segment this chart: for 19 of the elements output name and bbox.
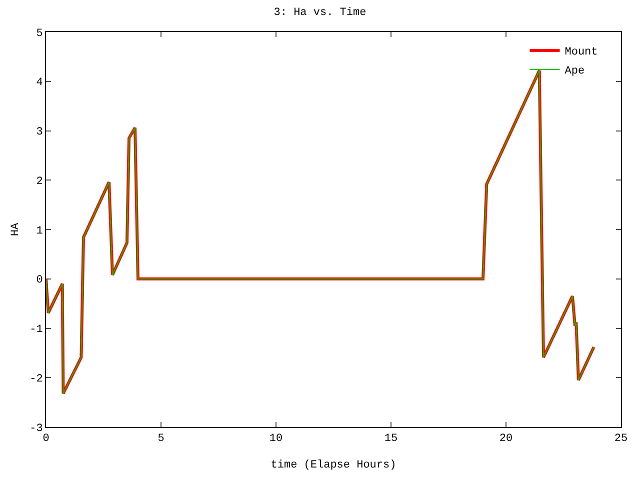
y-tick-label: 5: [36, 28, 43, 40]
y-tick-label: 3: [36, 126, 43, 139]
legend-label: Mount: [564, 46, 598, 59]
x-tick-label: 15: [384, 433, 398, 446]
x-tick-label: 25: [614, 433, 628, 446]
x-tick-label: 20: [499, 433, 513, 446]
chart-title: 3: Ha vs. Time: [274, 6, 366, 19]
legend-label: Ape: [564, 66, 585, 78]
y-tick-label: -3: [30, 422, 43, 435]
y-tick-label: -1: [30, 324, 44, 336]
y-tick-label: 1: [36, 225, 44, 238]
y-tick-label: 0: [36, 274, 43, 287]
y-tick-label: 4: [36, 77, 44, 90]
x-axis-title: time (Elapse Hours): [270, 459, 396, 472]
x-tick-label: 5: [158, 433, 164, 446]
y-tick-label: -2: [30, 373, 43, 386]
y-tick-label: 2: [36, 176, 43, 188]
y-axis-title: HA: [10, 222, 22, 236]
x-tick-label: 10: [269, 433, 283, 446]
